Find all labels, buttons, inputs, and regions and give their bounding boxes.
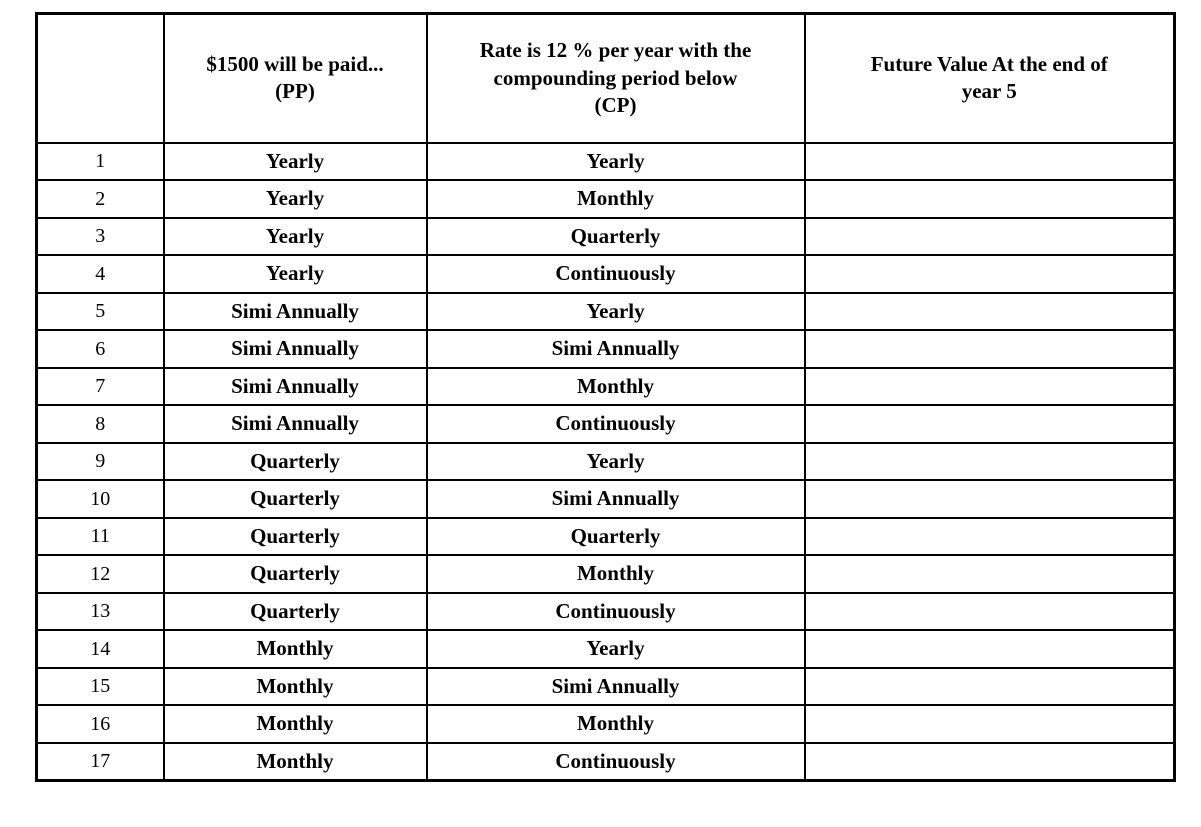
- future-value-cell: [803, 741, 1176, 782]
- compounding-period-cell: Continuously: [425, 254, 806, 294]
- table-row: 11 Quarterly Quarterly: [35, 516, 1176, 557]
- table-row: 1 Yearly Yearly: [35, 141, 1176, 182]
- header-row: $1500 will be paid... (PP) Rate is 12 % …: [35, 12, 1176, 144]
- compounding-period-cell: Monthly: [425, 704, 806, 744]
- compounding-period-cell: Monthly: [425, 179, 806, 219]
- row-index-cell: 8: [35, 404, 165, 444]
- payment-period-cell: Quarterly: [162, 591, 428, 632]
- payment-period-cell: Quarterly: [162, 441, 428, 482]
- table-row: 17 Monthly Continuously: [35, 741, 1176, 782]
- future-value-cell: [803, 704, 1176, 744]
- row-index-cell: 10: [35, 479, 165, 519]
- future-value-cell: [803, 516, 1176, 557]
- row-index-cell: 1: [35, 141, 165, 182]
- compounding-period-cell: Simi Annually: [425, 479, 806, 519]
- row-index-cell: 9: [35, 441, 165, 482]
- row-index-cell: 13: [35, 591, 165, 632]
- compounding-period-cell: Monthly: [425, 554, 806, 594]
- column-header-index: [35, 12, 165, 144]
- future-value-cell: [803, 479, 1176, 519]
- future-value-cell: [803, 441, 1176, 482]
- payment-period-cell: Simi Annually: [162, 404, 428, 444]
- future-value-cell: [803, 366, 1176, 407]
- compounding-period-cell: Yearly: [425, 629, 806, 669]
- row-index-cell: 2: [35, 179, 165, 219]
- payment-period-cell: Monthly: [162, 629, 428, 669]
- table-row: 13 Quarterly Continuously: [35, 591, 1176, 632]
- row-index-cell: 12: [35, 554, 165, 594]
- payment-period-cell: Yearly: [162, 141, 428, 182]
- compounding-period-cell: Yearly: [425, 441, 806, 482]
- payment-period-cell: Simi Annually: [162, 329, 428, 369]
- payment-period-cell: Quarterly: [162, 516, 428, 557]
- payment-period-cell: Quarterly: [162, 479, 428, 519]
- payment-period-cell: Yearly: [162, 254, 428, 294]
- table-row: 6 Simi Annually Simi Annually: [35, 329, 1176, 369]
- table-row: 3 Yearly Quarterly: [35, 216, 1176, 257]
- table-row: 16 Monthly Monthly: [35, 704, 1176, 744]
- future-value-cell: [803, 554, 1176, 594]
- future-value-cell: [803, 666, 1176, 707]
- payment-period-cell: Simi Annually: [162, 366, 428, 407]
- future-value-cell: [803, 629, 1176, 669]
- future-value-cell: [803, 291, 1176, 332]
- table-row: 14 Monthly Yearly: [35, 629, 1176, 669]
- payment-period-cell: Yearly: [162, 179, 428, 219]
- future-value-cell: [803, 179, 1176, 219]
- compounding-period-cell: Yearly: [425, 141, 806, 182]
- payment-period-cell: Monthly: [162, 666, 428, 707]
- payment-period-cell: Quarterly: [162, 554, 428, 594]
- compounding-period-cell: Monthly: [425, 366, 806, 407]
- table-row: 9 Quarterly Yearly: [35, 441, 1176, 482]
- future-value-cell: [803, 216, 1176, 257]
- row-index-cell: 6: [35, 329, 165, 369]
- compounding-period-cell: Simi Annually: [425, 329, 806, 369]
- compounding-period-cell: Continuously: [425, 591, 806, 632]
- table-row: 2 Yearly Monthly: [35, 179, 1176, 219]
- row-index-cell: 7: [35, 366, 165, 407]
- row-index-cell: 4: [35, 254, 165, 294]
- table-row: 4 Yearly Continuously: [35, 254, 1176, 294]
- row-index-cell: 14: [35, 629, 165, 669]
- future-value-cell: [803, 404, 1176, 444]
- table-row: 12 Quarterly Monthly: [35, 554, 1176, 594]
- table-row: 10 Quarterly Simi Annually: [35, 479, 1176, 519]
- compounding-period-cell: Quarterly: [425, 516, 806, 557]
- table-row: 15 Monthly Simi Annually: [35, 666, 1176, 707]
- table-row: 7 Simi Annually Monthly: [35, 366, 1176, 407]
- row-index-cell: 11: [35, 516, 165, 557]
- payment-period-cell: Monthly: [162, 704, 428, 744]
- column-header-payment-period: $1500 will be paid... (PP): [162, 12, 428, 144]
- future-value-cell: [803, 591, 1176, 632]
- future-value-table: $1500 will be paid... (PP) Rate is 12 % …: [35, 12, 1176, 782]
- payment-period-cell: Monthly: [162, 741, 428, 782]
- compounding-period-cell: Quarterly: [425, 216, 806, 257]
- compounding-period-cell: Yearly: [425, 291, 806, 332]
- future-value-cell: [803, 254, 1176, 294]
- table-row: 8 Simi Annually Continuously: [35, 404, 1176, 444]
- row-index-cell: 16: [35, 704, 165, 744]
- future-value-cell: [803, 329, 1176, 369]
- future-value-cell: [803, 141, 1176, 182]
- column-header-compounding-period: Rate is 12 % per year with the compoundi…: [425, 12, 806, 144]
- row-index-cell: 3: [35, 216, 165, 257]
- table-row: 5 Simi Annually Yearly: [35, 291, 1176, 332]
- payment-period-cell: Yearly: [162, 216, 428, 257]
- compounding-period-cell: Continuously: [425, 404, 806, 444]
- column-header-future-value: Future Value At the end of year 5: [803, 12, 1176, 144]
- compounding-period-cell: Continuously: [425, 741, 806, 782]
- payment-period-cell: Simi Annually: [162, 291, 428, 332]
- row-index-cell: 15: [35, 666, 165, 707]
- row-index-cell: 17: [35, 741, 165, 782]
- compounding-period-cell: Simi Annually: [425, 666, 806, 707]
- row-index-cell: 5: [35, 291, 165, 332]
